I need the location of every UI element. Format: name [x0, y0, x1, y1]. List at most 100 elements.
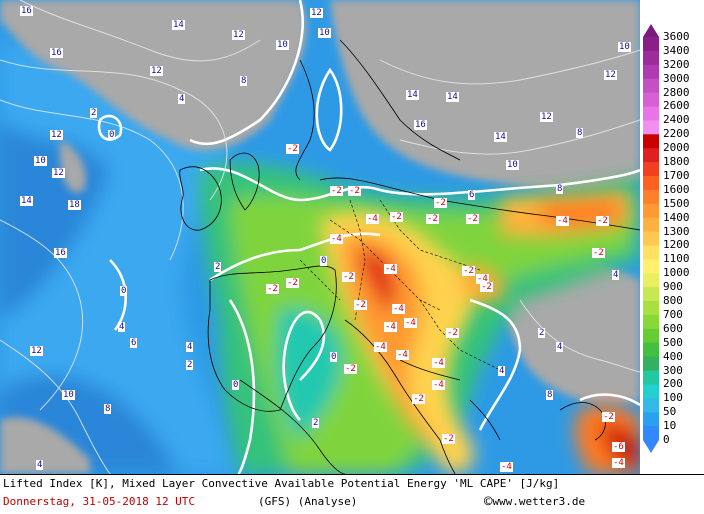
- contour-label: 18: [68, 200, 81, 210]
- contour-label: 0: [120, 286, 128, 296]
- legend-tick-label: 100: [663, 391, 683, 405]
- legend-tick-label: 200: [663, 377, 683, 391]
- contour-label: 14: [494, 132, 507, 142]
- contour-label: -2: [354, 300, 367, 310]
- contour-label: 16: [50, 48, 63, 58]
- legend-swatch: [643, 162, 659, 177]
- contour-label: -2: [390, 212, 403, 222]
- contour-label: 4: [36, 460, 44, 470]
- contour-label: -2: [348, 186, 361, 196]
- contour-label: -4: [432, 358, 445, 368]
- legend-tick-label: 1700: [663, 168, 690, 182]
- contour-label: -2: [342, 272, 355, 282]
- legend-swatch: [643, 189, 659, 205]
- legend-tick-label: 1000: [663, 266, 690, 280]
- legend-tick-label: 700: [663, 307, 683, 321]
- contour-label: -6: [612, 442, 625, 452]
- legend-tick-label: 3200: [663, 57, 690, 71]
- contour-label: 12: [232, 30, 245, 40]
- contour-label: -4: [366, 214, 379, 224]
- legend-swatch: [643, 273, 659, 288]
- contour-label: 14: [20, 196, 33, 206]
- contour-label: 12: [604, 70, 617, 80]
- contour-label: 2: [214, 262, 222, 272]
- contour-label: 4: [118, 322, 126, 332]
- contour-label: 0: [108, 130, 116, 140]
- contour-label: -2: [286, 278, 299, 288]
- contour-label: 4: [178, 94, 186, 104]
- legend-swatch: [643, 398, 659, 413]
- contour-label: -4: [374, 342, 387, 352]
- legend-swatch: [643, 370, 659, 385]
- legend-tick-label: 1600: [663, 182, 690, 196]
- color-legend: 3600 3400 3200 3000 2800 2600 2400 2200 2000 1800…: [640, 0, 704, 474]
- legend-swatch: [643, 203, 659, 219]
- legend-swatch: [643, 245, 659, 260]
- contour-label: 12: [52, 168, 65, 178]
- model-run: (GFS) (Analyse): [258, 495, 358, 508]
- contour-label: 10: [34, 156, 47, 166]
- contour-label: 6: [130, 338, 138, 348]
- legend-swatch: [643, 259, 659, 274]
- legend-tick-label: 1800: [663, 155, 690, 169]
- legend-tick-label: 500: [663, 335, 683, 349]
- legend-tick-label: 50: [663, 405, 677, 419]
- legend-tick-label: 1300: [663, 224, 690, 238]
- legend-tick-label: 2600: [663, 99, 690, 113]
- contour-label: 0: [320, 256, 328, 266]
- legend-tick-label: 1400: [663, 210, 690, 224]
- contour-label: 12: [310, 8, 323, 18]
- contour-label: -4: [384, 322, 397, 332]
- legend-swatch: [643, 120, 659, 135]
- contour-label: -4: [330, 234, 343, 244]
- legend-swatch: [643, 301, 659, 316]
- legend-swatch: [643, 314, 659, 330]
- contour-label: -2: [466, 214, 479, 224]
- legend-tick-label: 1200: [663, 238, 690, 252]
- contour-label: 12: [540, 112, 553, 122]
- contour-label: -2: [446, 328, 459, 338]
- legend-top-arrow: [643, 24, 659, 37]
- coastlines: [179, 39, 640, 474]
- contour-label: 10: [506, 160, 519, 170]
- legend-tick-label: 3400: [663, 43, 690, 57]
- legend-tick-label: 600: [663, 321, 683, 335]
- map-title: Lifted Index [K], Mixed Layer Convective…: [3, 477, 560, 490]
- legend-swatch: [643, 356, 659, 372]
- contour-label: -2: [442, 434, 455, 444]
- isolines: [0, 0, 640, 474]
- contour-label: 2: [186, 360, 194, 370]
- legend-tick-label: 0: [663, 433, 670, 446]
- contour-label: 10: [618, 42, 631, 52]
- contour-label: 4: [186, 342, 194, 352]
- contour-label: 10: [276, 40, 289, 50]
- legend-tick-label: 2400: [663, 113, 690, 127]
- legend-swatch: [643, 384, 659, 399]
- legend-tick-label: 800: [663, 294, 683, 308]
- contour-label: 16: [414, 120, 427, 130]
- contour-label: -2: [596, 216, 609, 226]
- contour-label: -2: [480, 282, 493, 292]
- contour-label: 2: [538, 328, 546, 338]
- legend-bottom-arrow: [643, 440, 659, 453]
- contour-label: 4: [556, 342, 564, 352]
- contour-label: -4: [612, 458, 625, 468]
- legend-swatch: [643, 64, 659, 80]
- contour-label: -2: [426, 214, 439, 224]
- map-footer: Lifted Index [K], Mixed Layer Convective…: [0, 474, 704, 514]
- contour-label: 14: [172, 20, 185, 30]
- contour-label: 8: [240, 76, 248, 86]
- contour-label: 14: [446, 92, 459, 102]
- contour-label: -2: [434, 198, 447, 208]
- contour-label: -2: [602, 412, 615, 422]
- contour-label: 12: [150, 66, 163, 76]
- contour-label: -2: [330, 186, 343, 196]
- contour-label: -2: [266, 284, 279, 294]
- contour-label: -4: [432, 380, 445, 390]
- contour-label: 8: [546, 390, 554, 400]
- legend-swatch: [643, 134, 659, 149]
- credit-text: www.wetter3.de: [492, 495, 586, 508]
- legend-tick-label: 1500: [663, 196, 690, 210]
- contour-label: 8: [576, 128, 584, 138]
- contour-label: -4: [384, 264, 397, 274]
